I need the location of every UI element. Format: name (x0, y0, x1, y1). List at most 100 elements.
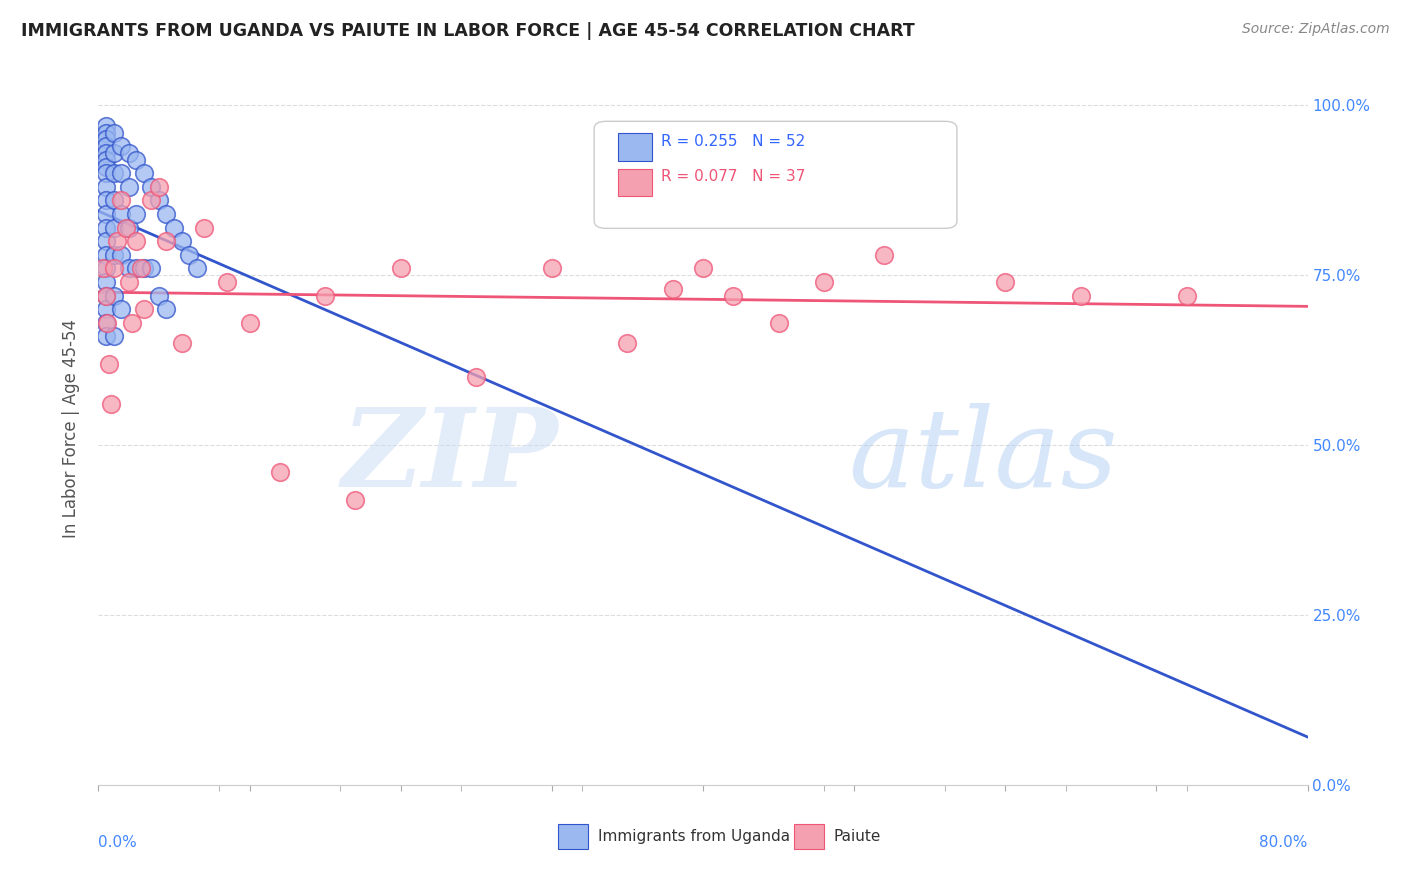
Point (103, 220, 125, 235)
Point (1070, 288, 1092, 302)
Point (100, 397, 122, 411)
FancyBboxPatch shape (619, 169, 652, 196)
Point (94, 316, 117, 330)
Point (141, 180, 163, 194)
Point (148, 180, 170, 194)
Point (723, 288, 745, 302)
Point (239, 316, 262, 330)
Point (616, 336, 638, 351)
Point (141, 194, 163, 208)
Y-axis label: In Labor Force | Age 45-54: In Labor Force | Age 45-54 (62, 318, 80, 538)
Text: R = 0.077   N = 37: R = 0.077 N = 37 (661, 169, 806, 185)
FancyBboxPatch shape (558, 824, 588, 849)
Point (813, 275, 835, 289)
Point (96, 316, 118, 330)
FancyBboxPatch shape (595, 121, 957, 228)
Point (94, 166, 117, 180)
Point (118, 261, 141, 276)
Point (155, 234, 177, 248)
Point (94, 132, 117, 146)
Point (94, 288, 117, 302)
Point (94, 153, 117, 167)
Text: 0.0%: 0.0% (98, 835, 138, 850)
Point (94, 207, 117, 221)
Point (110, 166, 132, 180)
Point (94, 302, 117, 317)
Point (94, 275, 117, 289)
Point (768, 316, 790, 330)
Point (692, 261, 714, 276)
Point (465, 370, 488, 384)
Point (994, 275, 1017, 289)
Point (125, 153, 148, 167)
Point (170, 234, 193, 248)
Point (94, 145, 117, 160)
Point (94, 180, 117, 194)
Point (110, 139, 132, 153)
Text: Source: ZipAtlas.com: Source: ZipAtlas.com (1241, 22, 1389, 37)
Point (103, 248, 125, 262)
Point (132, 166, 155, 180)
Point (94, 194, 117, 208)
Point (215, 275, 238, 289)
Point (94, 160, 117, 174)
Point (344, 492, 367, 507)
Point (155, 302, 177, 317)
Point (389, 261, 412, 276)
Point (94, 261, 117, 276)
Point (121, 316, 143, 330)
Point (103, 194, 125, 208)
Point (94, 329, 117, 343)
Text: Paiute: Paiute (834, 829, 882, 844)
Point (110, 207, 132, 221)
Point (94, 248, 117, 262)
Point (91, 261, 114, 276)
Point (873, 248, 896, 262)
Text: 80.0%: 80.0% (1260, 835, 1308, 850)
Point (132, 261, 155, 276)
Point (94, 126, 117, 140)
FancyBboxPatch shape (619, 134, 652, 161)
Point (155, 207, 177, 221)
Point (129, 261, 152, 276)
Point (118, 220, 141, 235)
Point (98, 357, 121, 371)
Point (132, 302, 155, 317)
Point (94, 288, 117, 302)
Point (94, 119, 117, 133)
Point (118, 275, 141, 289)
Point (94, 139, 117, 153)
Point (193, 220, 215, 235)
Point (110, 194, 132, 208)
Text: R = 0.255   N = 52: R = 0.255 N = 52 (661, 134, 804, 149)
Point (103, 329, 125, 343)
Point (186, 261, 208, 276)
Point (114, 220, 136, 235)
Point (110, 248, 132, 262)
Text: ZIP: ZIP (342, 403, 558, 510)
Point (540, 261, 562, 276)
Point (314, 288, 336, 302)
Point (110, 302, 132, 317)
Point (141, 261, 163, 276)
Text: IMMIGRANTS FROM UGANDA VS PAIUTE IN LABOR FORCE | AGE 45-54 CORRELATION CHART: IMMIGRANTS FROM UGANDA VS PAIUTE IN LABO… (21, 22, 915, 40)
Point (118, 180, 141, 194)
Point (94, 234, 117, 248)
Point (105, 234, 128, 248)
Point (661, 282, 683, 296)
Point (125, 234, 148, 248)
Text: Immigrants from Uganda: Immigrants from Uganda (598, 829, 790, 844)
Point (103, 288, 125, 302)
Point (179, 248, 201, 262)
Point (163, 220, 186, 235)
Point (103, 261, 125, 276)
Point (103, 145, 125, 160)
Point (269, 466, 291, 480)
Point (1175, 288, 1198, 302)
Point (103, 166, 125, 180)
Point (125, 207, 148, 221)
Point (170, 336, 193, 351)
Point (118, 145, 141, 160)
Point (125, 261, 148, 276)
Point (148, 288, 170, 302)
